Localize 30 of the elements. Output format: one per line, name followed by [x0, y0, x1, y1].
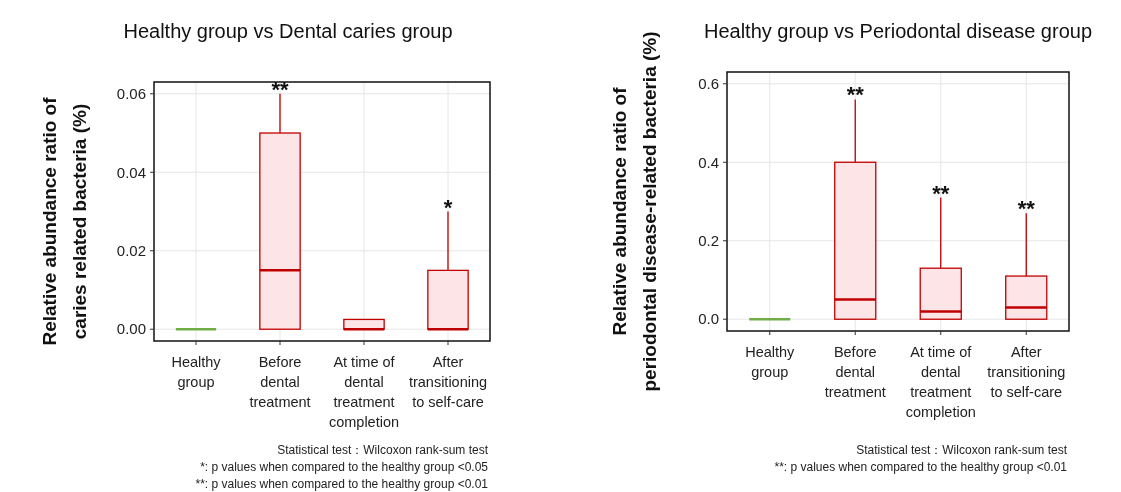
x-tick-label: Before dental treatment [824, 344, 886, 400]
y-tick-label: 0.4 [698, 153, 719, 171]
text: Statistical test：Wilcoxon rank-sum test [856, 443, 1068, 457]
text: *: p values when compared to the healthy group <0.05 [200, 460, 489, 474]
x-tick-label: After transitioning to self-care [408, 354, 488, 410]
annotation: ** [932, 180, 950, 206]
annotation: * [443, 194, 453, 220]
x-tick-label: After transitioning to self-care [987, 344, 1066, 400]
y-axis-title: Relative abundance ratio of periodontal disease-related bacteria (%) [609, 31, 660, 392]
text: **: p values when compared to the healthy group <0.01 [774, 460, 1068, 474]
x-tick-label: At time of dental treatment completion [905, 344, 976, 420]
y-tick-label: 0.06 [116, 85, 146, 103]
annotation: ** [846, 82, 865, 108]
annotation: ** [1017, 196, 1036, 222]
text: Statistical test：Wilcoxon rank-sum test [277, 443, 489, 457]
x-tick-label: Before dental treatment [249, 354, 311, 410]
y-axis-title: Relative abundance ratio of caries related bacteria (%) [39, 96, 90, 346]
text: **: p values when compared to the healthy group <0.01 [195, 477, 489, 491]
x-tick-label: Healthy group [745, 344, 796, 380]
y-tick-label: 0.6 [698, 75, 719, 93]
x-tick-label: At time of dental treatment completion [328, 354, 400, 430]
x-tick-label: Healthy group [171, 354, 222, 390]
y-tick-label: 0.2 [698, 231, 719, 249]
annotation: ** [271, 76, 289, 102]
chart-title: Healthy group vs Dental caries group [123, 20, 453, 42]
y-tick-label: 0.02 [116, 241, 146, 259]
y-tick-label: 0.0 [698, 310, 719, 328]
y-tick-label: 0.04 [116, 163, 146, 181]
chart-title: Healthy group vs Periodontal disease group [703, 20, 1093, 42]
y-tick-label: 0.00 [116, 320, 146, 338]
